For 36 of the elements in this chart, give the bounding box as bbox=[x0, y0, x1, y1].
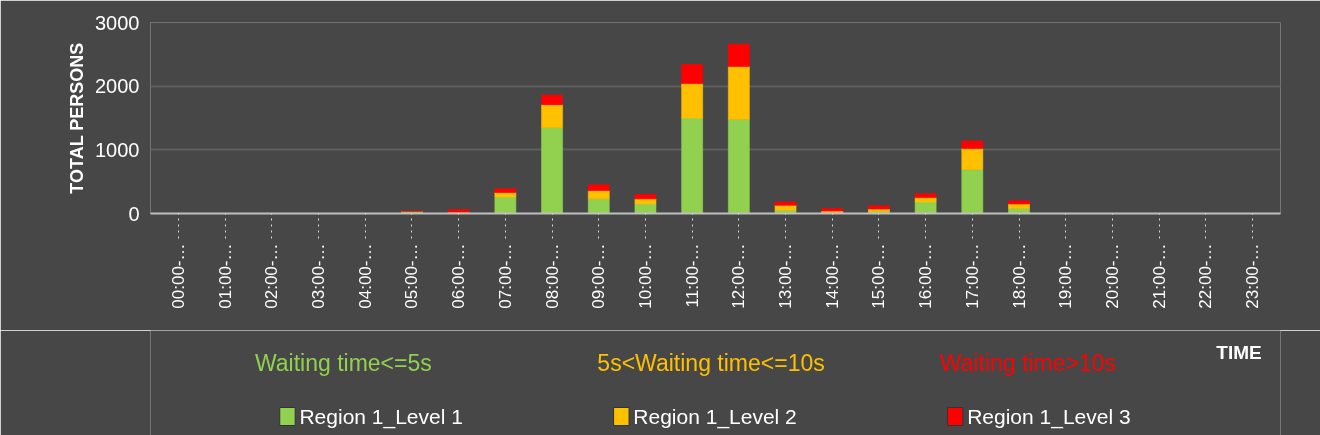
x-tick-label: 21:00-… bbox=[1149, 243, 1169, 309]
x-tick-label: 10:00-… bbox=[635, 243, 655, 309]
y-axis-title: TOTAL PERSONS bbox=[67, 42, 88, 194]
x-tick-label: 11:00-… bbox=[682, 243, 702, 308]
x-tick-label: 15:00-… bbox=[869, 243, 889, 309]
x-tick-label: 19:00-… bbox=[1056, 243, 1076, 309]
x-tick-label: 20:00-… bbox=[1102, 243, 1122, 309]
x-tick-label: 04:00-… bbox=[355, 243, 375, 309]
y-tick-label: 2000 bbox=[95, 75, 140, 98]
x-tick-label: 07:00-… bbox=[495, 243, 515, 309]
x-axis-title: TIME bbox=[1216, 342, 1262, 363]
legend-label: Region 1_Level 3 bbox=[967, 405, 1131, 429]
x-tick-label: 17:00-… bbox=[962, 243, 982, 309]
x-tick-label: 06:00-… bbox=[449, 243, 469, 309]
x-tick-label: 01:00-… bbox=[215, 243, 235, 309]
y-tick-label: 0 bbox=[128, 202, 140, 225]
y-tick-label: 1000 bbox=[95, 138, 140, 161]
x-tick-label: 03:00-… bbox=[309, 243, 329, 309]
x-tick-label: 23:00-… bbox=[1242, 243, 1262, 309]
x-tick-label: 08:00-… bbox=[542, 243, 562, 309]
x-tick-label: 09:00-… bbox=[589, 243, 609, 309]
x-tick-label: 02:00-… bbox=[262, 243, 282, 309]
text: 5s<Waiting time<=10s bbox=[597, 349, 825, 376]
x-tick-label: 05:00-… bbox=[402, 243, 422, 309]
x-tick-label: 14:00-… bbox=[822, 243, 842, 309]
x-tick-label: 12:00-… bbox=[729, 243, 749, 309]
x-tick-label: 16:00-… bbox=[916, 243, 936, 309]
x-tick-label: 22:00-… bbox=[1196, 243, 1216, 309]
x-tick-label: 13:00-… bbox=[776, 243, 796, 309]
y-tick-label: 3000 bbox=[95, 11, 140, 34]
text: Waiting time>10s bbox=[939, 349, 1116, 376]
x-tick-label: 18:00-… bbox=[1009, 243, 1029, 309]
x-tick-label: 00:00-… bbox=[169, 243, 189, 309]
legend-label: Region 1_Level 1 bbox=[299, 405, 463, 429]
text: Waiting time<=5s bbox=[254, 349, 432, 376]
legend-label: Region 1_Level 2 bbox=[633, 405, 797, 429]
